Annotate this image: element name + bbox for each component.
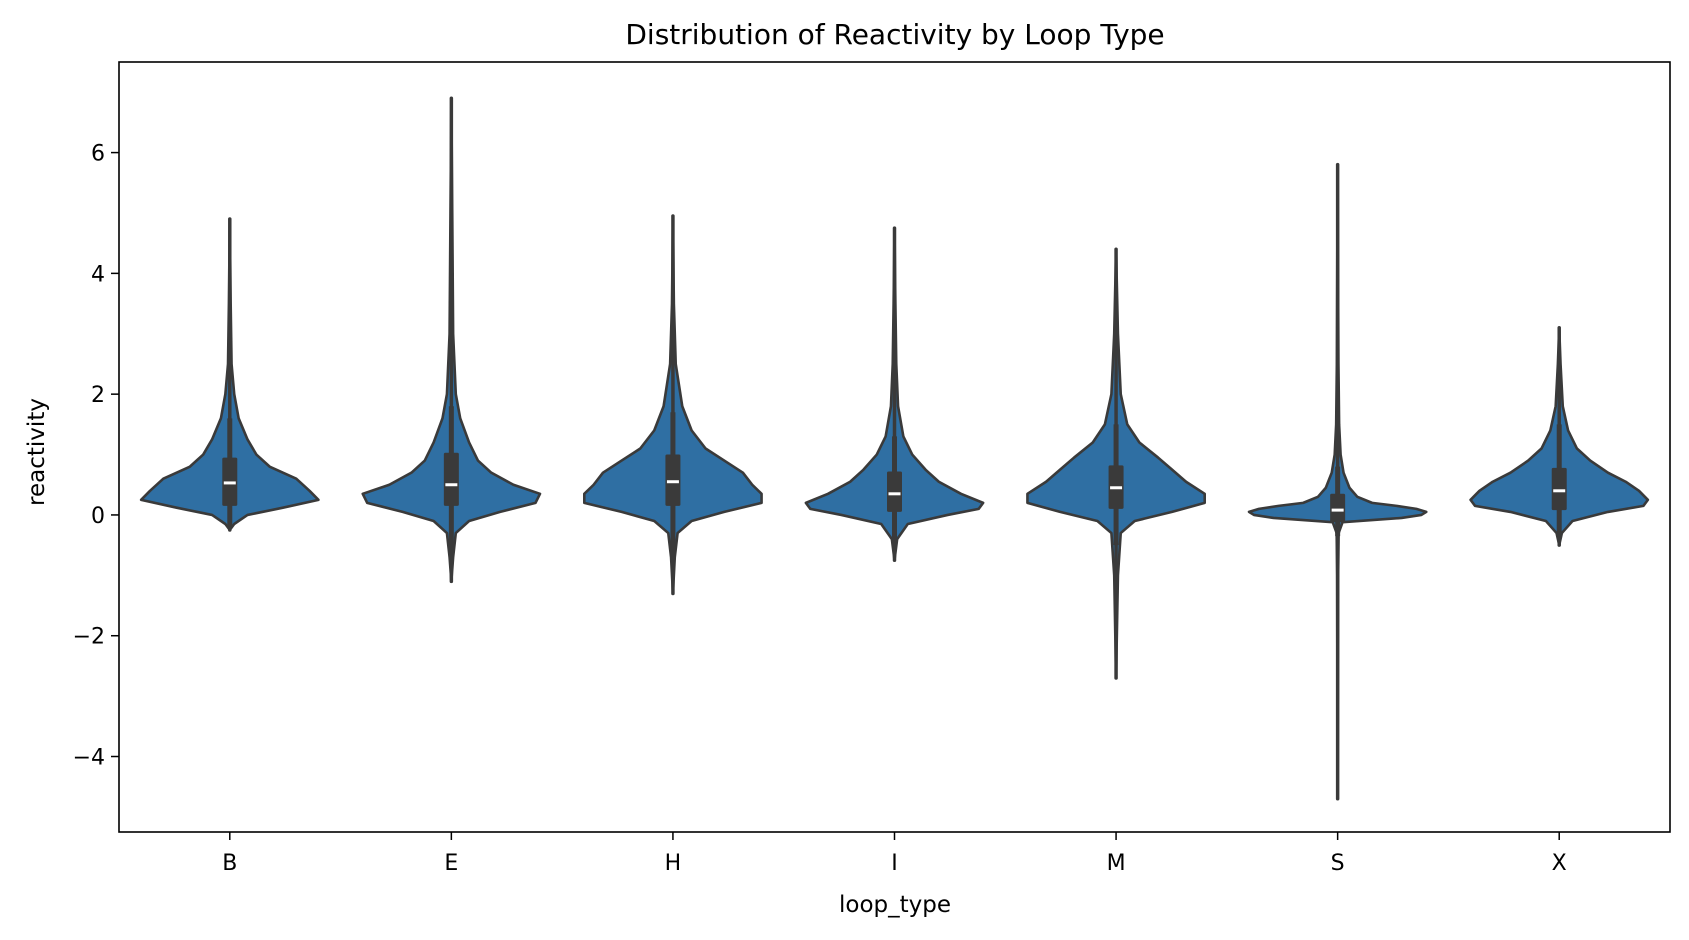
violin-M (1026, 247, 1206, 680)
y-axis-label: reactivity (24, 398, 50, 506)
y-tick-label: 0 (91, 504, 105, 529)
x-tick-label: X (1552, 851, 1567, 876)
x-tick-label: I (891, 851, 898, 876)
y-axis: −4 −2 0 2 4 6 (73, 142, 119, 771)
violin-S (1247, 162, 1428, 801)
violin-iqr-box (1551, 467, 1567, 511)
violin-iqr-box (443, 452, 459, 506)
violin-E (361, 96, 542, 584)
x-tick-label: S (1331, 851, 1345, 876)
x-tick-label: B (222, 851, 237, 876)
chart-title: Distribution of Reactivity by Loop Type (625, 18, 1164, 51)
violin-iqr-box (1330, 493, 1346, 523)
violin-H (583, 214, 763, 596)
violin-X (1469, 325, 1650, 547)
y-tick-label: −2 (73, 625, 105, 650)
x-axis-label: loop_type (839, 892, 951, 918)
y-tick-label: 2 (91, 383, 105, 408)
violin-I (804, 226, 985, 562)
y-tick-label: 4 (91, 262, 105, 287)
x-tick-label: H (665, 851, 682, 876)
x-tick-label: E (444, 851, 458, 876)
violin-iqr-box (665, 454, 681, 506)
violin-B (139, 217, 320, 532)
violins-layer (139, 96, 1650, 801)
violin-iqr-box (887, 471, 902, 512)
x-tick-label: M (1107, 851, 1126, 876)
y-tick-label: 6 (91, 142, 105, 167)
y-tick-label: −4 (73, 746, 105, 771)
